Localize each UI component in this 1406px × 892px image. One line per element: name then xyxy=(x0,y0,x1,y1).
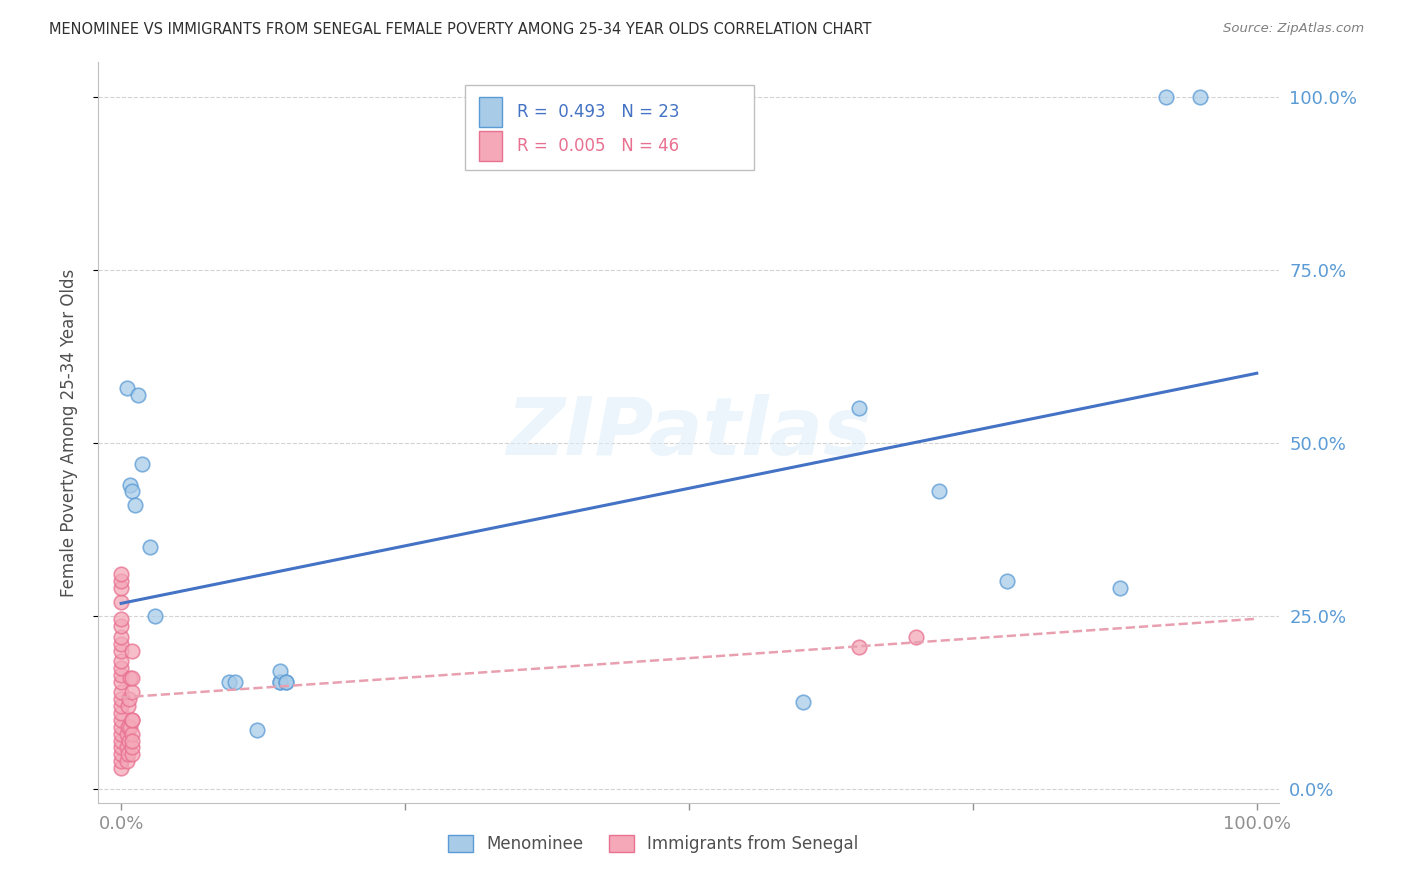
Text: Source: ZipAtlas.com: Source: ZipAtlas.com xyxy=(1223,22,1364,36)
Point xyxy=(1188,90,1211,104)
Point xyxy=(118,733,141,747)
Point xyxy=(995,574,1018,589)
Point xyxy=(110,654,132,668)
Legend: Menominee, Immigrants from Senegal: Menominee, Immigrants from Senegal xyxy=(440,826,868,861)
Point xyxy=(928,484,950,499)
Point xyxy=(110,630,132,644)
Point xyxy=(110,661,132,675)
Point xyxy=(110,619,132,633)
Point xyxy=(117,747,139,762)
Point xyxy=(138,540,160,554)
Point xyxy=(120,671,142,685)
Point xyxy=(110,698,132,713)
FancyBboxPatch shape xyxy=(464,85,754,169)
Point xyxy=(905,630,928,644)
Text: ZIPatlas: ZIPatlas xyxy=(506,393,872,472)
Point xyxy=(110,612,132,626)
Point xyxy=(117,720,139,734)
Point xyxy=(143,609,166,624)
Point xyxy=(110,692,132,706)
FancyBboxPatch shape xyxy=(478,131,502,161)
Point xyxy=(121,484,143,499)
Point xyxy=(110,643,132,657)
Point xyxy=(792,696,814,710)
Point xyxy=(110,667,132,681)
Point xyxy=(117,698,139,713)
Point xyxy=(120,720,142,734)
Point xyxy=(110,761,132,775)
Point xyxy=(110,674,132,689)
Point xyxy=(110,706,132,720)
Point xyxy=(269,665,291,679)
Point xyxy=(121,726,143,740)
Point xyxy=(110,637,132,651)
Point xyxy=(110,740,132,755)
Point xyxy=(269,674,291,689)
Point xyxy=(121,713,143,727)
Point xyxy=(115,726,138,740)
Point xyxy=(115,754,138,768)
Point xyxy=(246,723,269,738)
Point xyxy=(121,685,143,699)
Point xyxy=(124,498,146,512)
Text: R =  0.493   N = 23: R = 0.493 N = 23 xyxy=(516,103,679,121)
Point xyxy=(121,671,143,685)
Point xyxy=(115,381,138,395)
Point xyxy=(110,720,132,734)
Point xyxy=(269,674,291,689)
Point xyxy=(848,640,870,654)
Point xyxy=(1154,90,1177,104)
Text: R =  0.005   N = 46: R = 0.005 N = 46 xyxy=(516,137,679,155)
Point xyxy=(274,674,297,689)
Point xyxy=(121,643,143,657)
Point xyxy=(848,401,870,416)
Text: MENOMINEE VS IMMIGRANTS FROM SENEGAL FEMALE POVERTY AMONG 25-34 YEAR OLDS CORREL: MENOMINEE VS IMMIGRANTS FROM SENEGAL FEM… xyxy=(49,22,872,37)
FancyBboxPatch shape xyxy=(478,97,502,127)
Point xyxy=(224,674,246,689)
Point xyxy=(127,387,149,401)
Point xyxy=(115,740,138,755)
Point xyxy=(274,674,297,689)
Point xyxy=(121,733,143,747)
Point xyxy=(110,595,132,609)
Point xyxy=(110,685,132,699)
Point xyxy=(110,747,132,762)
Point xyxy=(1109,582,1132,596)
Point xyxy=(131,457,153,471)
Point xyxy=(218,674,240,689)
Point xyxy=(121,747,143,762)
Y-axis label: Female Poverty Among 25-34 Year Olds: Female Poverty Among 25-34 Year Olds xyxy=(59,268,77,597)
Point xyxy=(118,692,141,706)
Point xyxy=(110,726,132,740)
Point xyxy=(110,754,132,768)
Point xyxy=(121,740,143,755)
Point xyxy=(121,713,143,727)
Point xyxy=(120,477,142,491)
Point xyxy=(110,574,132,589)
Point xyxy=(110,713,132,727)
Point xyxy=(110,733,132,747)
Point xyxy=(110,582,132,596)
Point xyxy=(110,567,132,582)
